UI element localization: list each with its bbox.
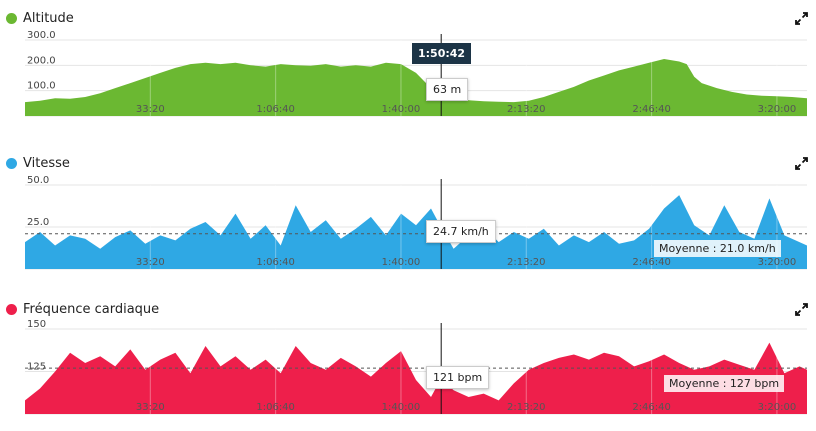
vitesse-y-tick-label: 25.0: [27, 217, 49, 228]
frequence-y-tick-label: 150: [27, 319, 46, 330]
altitude-legend-dot: [6, 13, 17, 24]
frequence-x-tick-label: 2:46:40: [632, 402, 671, 413]
frequence-y-tick-label: 125: [27, 362, 46, 373]
frequence-average-label: Moyenne : 127 bpm: [664, 375, 785, 392]
vitesse-y-tick-label: 50.0: [27, 175, 49, 186]
frequence-legend-dot: [6, 304, 17, 315]
expand-icon[interactable]: [795, 12, 808, 25]
vitesse-area-series: [25, 195, 807, 269]
cursor-time-badge: 1:50:42: [412, 43, 472, 64]
altitude-y-tick-label: 300.0: [27, 30, 56, 41]
altitude-y-tick-label: 200.0: [27, 55, 56, 66]
altitude-title-label: Altitude: [23, 11, 74, 26]
altitude-x-tick-label: 33:20: [136, 104, 165, 115]
vitesse-legend-dot: [6, 158, 17, 169]
vitesse-average-label: Moyenne : 21.0 km/h: [654, 240, 781, 257]
frequence-title-label: Fréquence cardiaque: [23, 302, 160, 317]
altitude-x-tick-label: 1:06:40: [256, 104, 295, 115]
vitesse-tooltip: 24.7 km/h: [426, 220, 496, 243]
vitesse-title: Vitesse: [6, 156, 70, 171]
vitesse-x-tick-label: 3:20:00: [758, 257, 797, 268]
frequence-x-tick-label: 1:06:40: [256, 402, 295, 413]
vitesse-x-tick-label: 1:40:00: [382, 257, 421, 268]
vitesse-x-tick-label: 2:13:20: [507, 257, 546, 268]
altitude-x-tick-label: 2:13:20: [507, 104, 546, 115]
altitude-tooltip: 63 m: [426, 78, 469, 101]
altitude-area-series: [25, 59, 807, 116]
expand-icon[interactable]: [795, 157, 808, 170]
altitude-panel: Altitude: [0, 0, 816, 120]
altitude-x-tick-label: 3:20:00: [758, 104, 797, 115]
frequence-tooltip: 121 bpm: [426, 366, 490, 389]
altitude-title: Altitude: [6, 11, 74, 26]
altitude-y-tick-label: 100.0: [27, 81, 56, 92]
frequence-x-tick-label: 2:13:20: [507, 402, 546, 413]
vitesse-panel: Vitesse: [6, 156, 808, 171]
vitesse-title-label: Vitesse: [23, 156, 70, 171]
altitude-x-tick-label: 1:40:00: [382, 104, 421, 115]
expand-icon[interactable]: [795, 303, 808, 316]
altitude-x-tick-label: 2:46:40: [632, 104, 671, 115]
vitesse-x-tick-label: 2:46:40: [632, 257, 671, 268]
vitesse-x-tick-label: 1:06:40: [256, 257, 295, 268]
frequence-x-tick-label: 33:20: [136, 402, 165, 413]
frequence-area-series: [25, 342, 807, 414]
frequence-x-tick-label: 3:20:00: [758, 402, 797, 413]
frequence-x-tick-label: 1:40:00: [382, 402, 421, 413]
vitesse-x-tick-label: 33:20: [136, 257, 165, 268]
frequence-title: Fréquence cardiaque: [6, 302, 159, 317]
